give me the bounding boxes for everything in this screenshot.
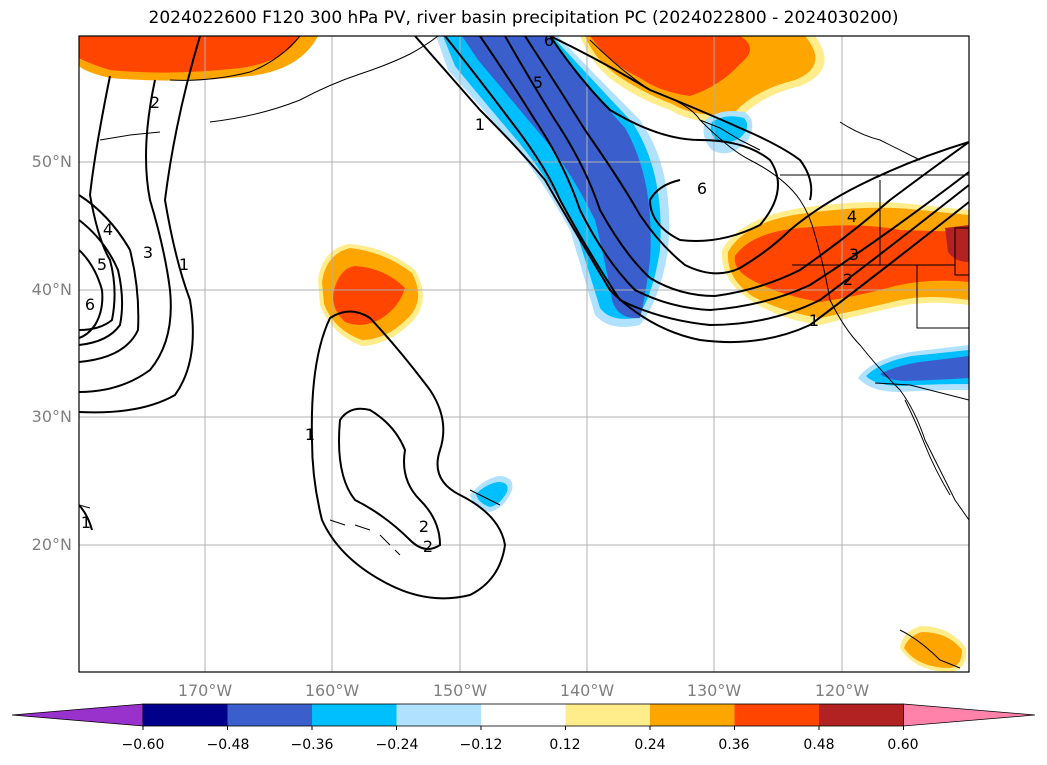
- colorbar-segment: [819, 704, 904, 726]
- colorbar-frame: [142, 703, 904, 727]
- lon-label: 170°W: [177, 681, 233, 700]
- colorbar-tick-label: 0.36: [718, 737, 750, 753]
- lat-label: 40°N: [31, 280, 72, 299]
- contour-label: 2: [419, 517, 429, 536]
- contour-label: 6: [544, 31, 554, 50]
- contour-label: 1: [179, 255, 189, 274]
- lon-label: 140°W: [559, 681, 615, 700]
- contour-label: 1: [475, 115, 485, 134]
- colorbar-segment: [11, 703, 144, 727]
- contour-label: 6: [85, 295, 95, 314]
- lon-label: 130°W: [686, 681, 742, 700]
- plot-area: 6 5 1 2 4 5 3 1 6 1 2 1 6 4 3 2 1 2: [79, 31, 969, 672]
- colorbar-tick-label: −0.60: [121, 737, 165, 753]
- contour-label: 2: [150, 93, 160, 112]
- lon-label: 160°W: [304, 681, 360, 700]
- lat-label: 20°N: [31, 535, 72, 554]
- map-title: 2024022600 F120 300 hPa PV, river basin …: [148, 8, 899, 28]
- contour-label: 2: [843, 270, 853, 289]
- colorbar: [11, 703, 1036, 730]
- pv-contours: [79, 36, 969, 600]
- colorbar-segment: [396, 704, 481, 726]
- colorbar-segment: [903, 703, 1036, 727]
- contour-label: 2: [423, 537, 433, 556]
- colorbar-segment: [481, 704, 566, 726]
- lon-label: 150°W: [432, 681, 488, 700]
- colorbar-segment: [143, 704, 228, 726]
- contour-label: 4: [103, 220, 113, 239]
- colorbar-tick-label: −0.24: [375, 737, 419, 753]
- colorbar-segment: [734, 704, 819, 726]
- plot-frame: [78, 35, 970, 673]
- colorbar-segment: [312, 704, 397, 726]
- contour-label: 5: [533, 73, 543, 92]
- gridlines: [79, 36, 969, 672]
- contour-label: 5: [97, 255, 107, 274]
- contour-labels: 6 5 1 2 4 5 3 1 6 1 2 1 6 4 3 2 1 2: [81, 31, 859, 556]
- contour-label: 4: [847, 207, 857, 226]
- lat-label: 30°N: [31, 407, 72, 426]
- contour-label: 3: [849, 245, 859, 264]
- colorbar-segment: [227, 704, 312, 726]
- contour-label: 1: [81, 513, 91, 532]
- coastlines: [79, 36, 969, 669]
- contour-label: 3: [143, 243, 153, 262]
- lat-label: 50°N: [31, 152, 72, 171]
- contour-label: 1: [809, 311, 819, 330]
- colorbar-tick-label: 0.24: [634, 737, 666, 753]
- colorbar-tick-label: −0.36: [290, 737, 334, 753]
- lon-label: 120°W: [814, 681, 870, 700]
- colorbar-tick-label: 0.12: [549, 737, 581, 753]
- contour-label: 6: [697, 179, 707, 198]
- colorbar-segment: [650, 704, 735, 726]
- contour-label: 1: [305, 425, 315, 444]
- colorbar-segment: [565, 704, 650, 726]
- colorbar-tick-label: 0.48: [803, 737, 835, 753]
- colorbar-tick-label: 0.60: [887, 737, 919, 753]
- colorbar-tick-label: −0.48: [206, 737, 250, 753]
- colorbar-tick-label: −0.12: [459, 737, 503, 753]
